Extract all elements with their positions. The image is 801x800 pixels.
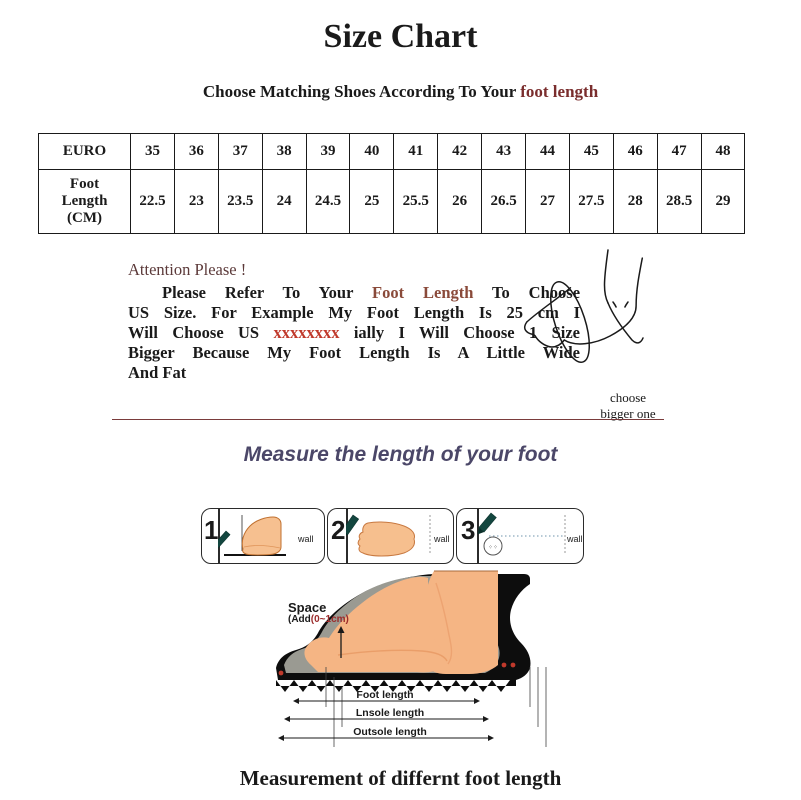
svg-text:⁘⁘: ⁘⁘ — [488, 545, 498, 551]
svg-text:wall: wall — [566, 534, 583, 544]
svg-text:wall: wall — [297, 534, 314, 544]
svg-text:wall: wall — [433, 534, 450, 544]
